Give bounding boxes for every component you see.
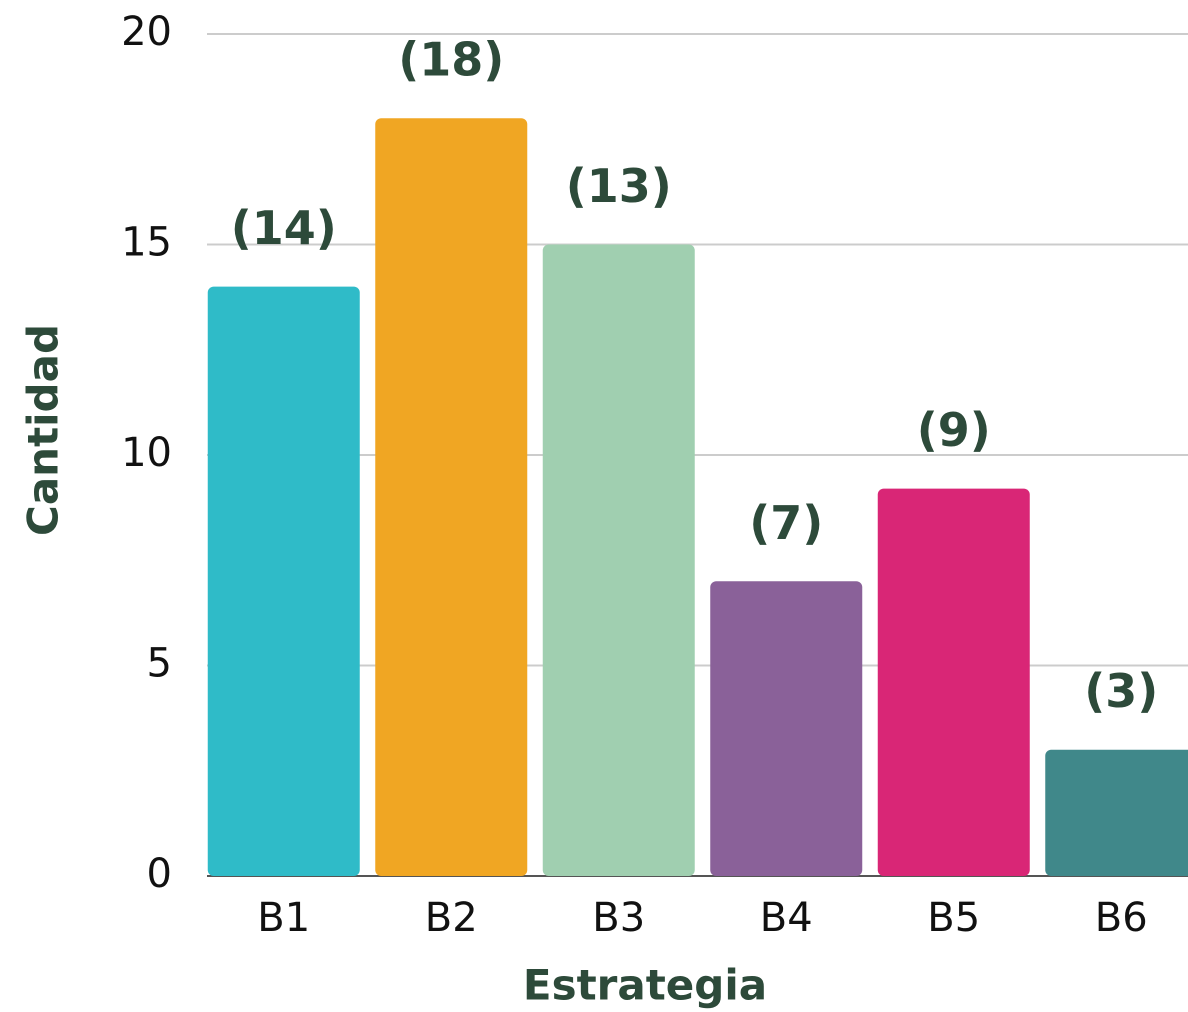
y-tick-label: 20 bbox=[121, 9, 172, 55]
bar bbox=[542, 244, 695, 876]
y-tick-label: 15 bbox=[121, 220, 172, 266]
x-tick-label: B5 bbox=[927, 895, 980, 941]
x-tick-label: B6 bbox=[1095, 895, 1148, 941]
y-tick-label: 10 bbox=[121, 430, 172, 476]
bar bbox=[207, 286, 360, 877]
x-tick-label: B2 bbox=[425, 895, 478, 941]
x-axis-label: Estrategia bbox=[523, 961, 767, 1010]
bar bbox=[1045, 749, 1188, 876]
x-tick-label: B4 bbox=[760, 895, 813, 941]
bar-annotation: (9) bbox=[917, 403, 991, 457]
y-axis-label: Cantidad bbox=[19, 324, 68, 536]
x-tick-label: B1 bbox=[257, 895, 310, 941]
bar bbox=[710, 581, 863, 876]
bar-annotation: (18) bbox=[398, 33, 504, 87]
bar-annotation: (3) bbox=[1084, 664, 1158, 718]
bar-annotation: (13) bbox=[566, 159, 672, 213]
bar bbox=[877, 488, 1030, 876]
bar-annotation: (7) bbox=[749, 496, 823, 550]
x-tick-label: B3 bbox=[592, 895, 645, 941]
y-tick-label: 5 bbox=[147, 641, 172, 687]
y-tick-label: 0 bbox=[147, 851, 172, 897]
bar-annotation: (14) bbox=[231, 201, 337, 255]
bar bbox=[375, 118, 528, 876]
